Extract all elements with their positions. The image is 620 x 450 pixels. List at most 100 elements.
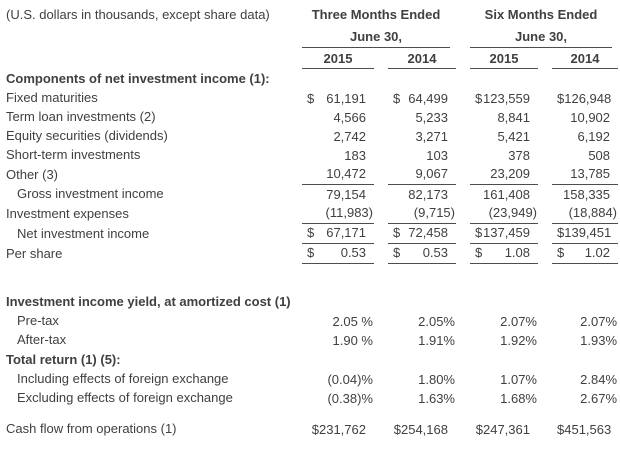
value-cell: 2.07% [540,312,620,331]
table-row: Pre-tax 2.05 % 2.05% 2.07% 2.07% [0,312,620,331]
value-text: 123,559 [483,91,530,106]
table-row: Investment expenses (11,983) (9,715) (23,94… [0,204,620,224]
section-row: Components of net investment income (1): [0,69,620,89]
col-group-subtitle-six-months: June 30, [470,29,613,48]
table-row: Equity securities (dividends) 2,742 3,271 5… [0,127,620,146]
value-text: (9,715) [413,205,455,220]
value-cell-content: 9,067 [388,166,456,185]
currency-symbol: $ [557,225,565,240]
row-label: Short-term investments [6,147,141,162]
value-cell-content: $137,459 [470,225,538,244]
value-cell: 1.07% [458,370,540,389]
value-cell: 2.07% [458,312,540,331]
value-cell-content: 23,209 [470,166,538,185]
currency-symbol: $ [557,91,565,106]
currency-symbol: $ [557,245,565,260]
value-text: 9,067 [415,166,448,181]
value-text: 2.67% [580,391,618,406]
value-cell-content: $61,191 [302,91,374,108]
value-cell: 1.93% [540,331,620,350]
value-cell: $126,948 [540,89,620,108]
value-text: $254,168 [393,422,448,437]
value-cell-content: (0.04)% [302,372,374,389]
table-row: Fixed maturities $61,191 $64,499 $123,559 $1… [0,89,620,108]
value-cell-content: $1.08 [470,245,538,264]
value-cell-content: 1.92% [470,333,538,350]
currency-symbol: $ [475,91,483,106]
value-text: 10,902 [570,110,611,125]
value-text: 161,408 [483,187,530,202]
value-text: 2.05 % [332,314,373,329]
group-cell-six-months-date: June 30, [458,25,620,48]
value-cell: 6,192 [540,127,620,146]
value-cell: $67,171 [290,224,376,244]
value-cell: 3,271 [376,127,458,146]
year-cell: 2014 [376,48,458,69]
value-cell-content: 10,472 [302,166,374,185]
value-cell [458,69,540,89]
table-row: Other (3) 10,472 9,067 23,209 13,785 [0,165,620,185]
value-cell: 1.91% [376,331,458,350]
value-cell-content: 79,154 [302,187,374,204]
value-cell: 1.68% [458,389,540,408]
value-cell: 161,408 [458,185,540,204]
value-text: 1.92% [500,333,537,348]
table-row: Term loan investments (2) 4,566 5,233 8,841… [0,108,620,127]
value-text: 5,421 [497,129,530,144]
section-row: Investment income yield, at amortized co… [0,292,620,312]
value-cell-content: (23,949) [470,205,538,224]
spacer-row [0,264,620,292]
value-cell-content: $0.53 [388,245,456,264]
row-label: Cash flow from operations (1) [6,421,177,436]
value-text: 1.90 % [332,333,373,348]
header-row-group-titles: (U.S. dollars in thousands, except share… [0,3,620,25]
col-header-3m-2015: 2015 [302,51,374,69]
year-cell: 2014 [540,48,620,69]
value-cell: $247,361 [458,420,540,439]
value-cell-content: $126,948 [552,91,618,108]
currency-symbol: $ [307,91,315,106]
value-cell-content: 2.07% [470,314,538,331]
row-label: Gross investment income [17,186,164,201]
value-cell-content: (11,983) [302,205,374,224]
row-label: Other (3) [6,167,59,182]
value-text: 61,191 [326,91,366,106]
col-group-title-six-months: Six Months Ended [484,7,598,22]
value-text: 1.68% [500,391,537,406]
value-cell-content: (18,884) [552,205,619,224]
value-cell: 82,173 [376,185,458,204]
table-row: Excluding effects of foreign exchange (0.… [0,389,620,408]
currency-symbol: $ [475,245,483,260]
value-cell: (23,949) [458,204,540,224]
currency-symbol: $ [393,225,401,240]
value-cell-content: 10,902 [552,110,618,127]
value-text: 82,173 [408,187,448,202]
value-cell [458,292,540,312]
value-cell: 508 [540,146,620,165]
value-cell: $254,168 [376,420,458,439]
value-cell-content: $231,762 [302,422,374,439]
value-cell: 2.05 % [290,312,376,331]
value-cell-content: 13,785 [552,166,619,185]
value-cell: $64,499 [376,89,458,108]
row-label: Fixed maturities [6,90,98,105]
currency-symbol: $ [307,225,315,240]
value-text: 2.84% [580,372,618,387]
value-cell-content: 1.63% [388,391,456,408]
value-cell: $123,559 [458,89,540,108]
value-cell: 5,233 [376,108,458,127]
value-cell-content: 1.91% [388,333,456,350]
value-text: 13,785 [570,166,611,181]
value-cell-content: $67,171 [302,225,374,244]
value-cell-content: 82,173 [388,187,456,204]
value-text: 0.53 [340,245,366,260]
row-label: Net investment income [17,226,150,241]
value-text: 2,742 [333,129,366,144]
value-cell: $0.53 [290,244,376,264]
value-cell [458,350,540,370]
value-cell: 183 [290,146,376,165]
value-cell: 103 [376,146,458,165]
value-cell-content: 1.68% [470,391,538,408]
value-cell [290,69,376,89]
table-row: Short-term investments 183 103 378 508 [0,146,620,165]
